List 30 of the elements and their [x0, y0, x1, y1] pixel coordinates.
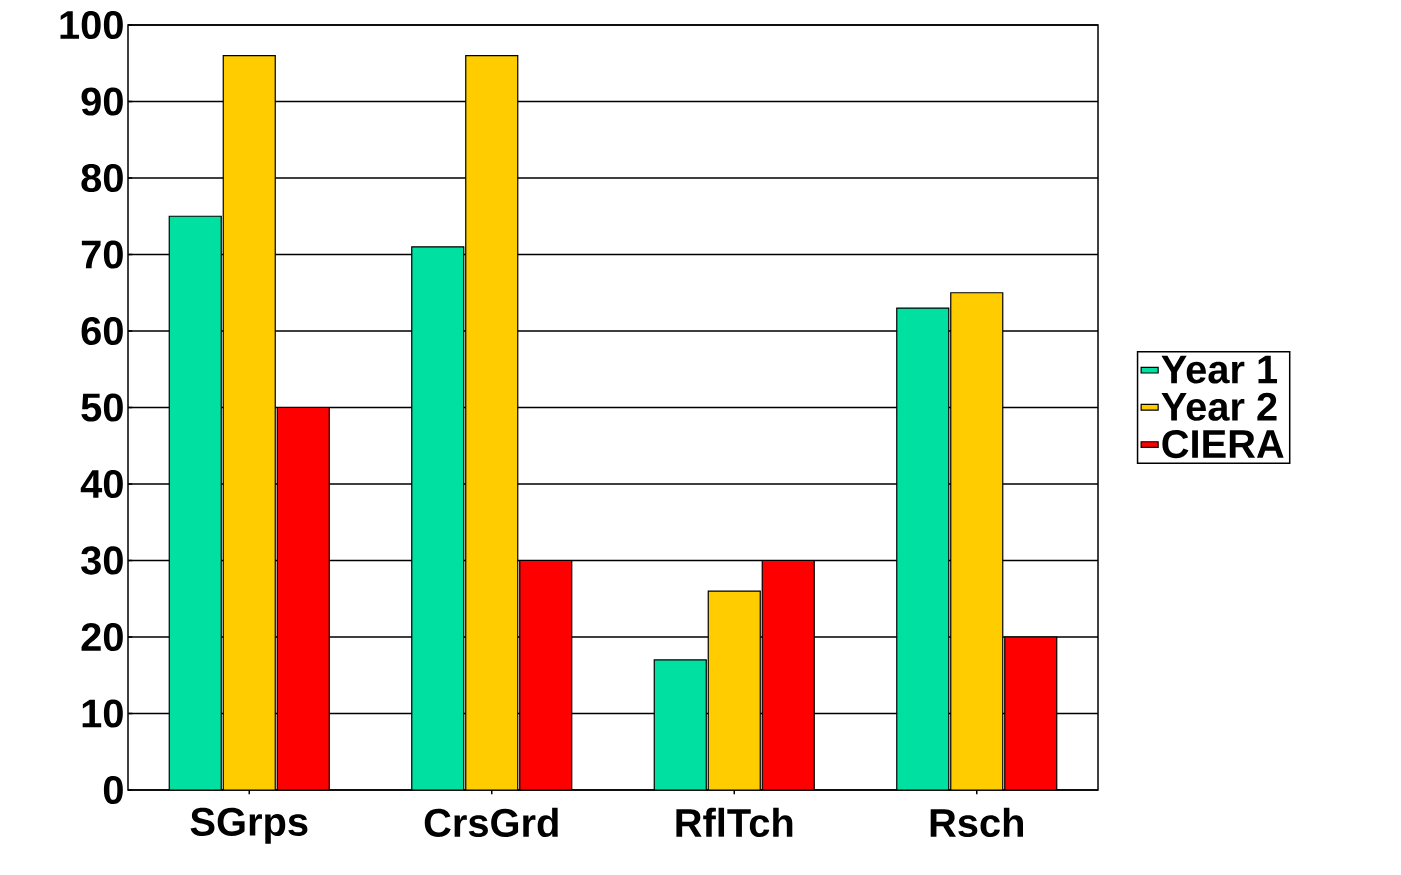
legend-label: CIERA: [1162, 429, 1284, 459]
y-tick-label: 60: [81, 316, 123, 346]
y-tick-label: 40: [80, 469, 123, 499]
bar: [222, 54, 276, 790]
bar: [653, 659, 707, 790]
x-tick-label: RflTch: [676, 807, 793, 838]
bar: [896, 307, 950, 790]
x-tick-label: Rsch: [930, 807, 1023, 838]
x-tick-label: SGrps: [190, 807, 308, 844]
legend-label: Year 2: [1161, 392, 1277, 421]
y-tick-label: 50: [81, 393, 123, 422]
x-tick-label: CrsGrd: [424, 807, 558, 838]
bar: [1004, 636, 1058, 790]
bar: [465, 54, 519, 790]
bar: [168, 215, 222, 790]
y-tick-label: 80: [81, 163, 123, 193]
y-tick-label: 20: [81, 622, 123, 652]
y-tick-label: 100: [60, 10, 123, 40]
bar: [950, 292, 1004, 790]
y-tick-label: 30: [81, 546, 123, 575]
bar: [276, 406, 330, 790]
bar: [519, 559, 573, 790]
bar: [761, 559, 815, 790]
legend-label: Year 1: [1161, 355, 1278, 384]
y-tick-label: 70: [81, 240, 123, 269]
y-tick-label: 10: [82, 699, 123, 728]
y-tick-label: 0: [103, 775, 123, 805]
bar: [411, 246, 465, 790]
bar: [707, 590, 761, 790]
y-tick-label: 90: [81, 87, 123, 116]
